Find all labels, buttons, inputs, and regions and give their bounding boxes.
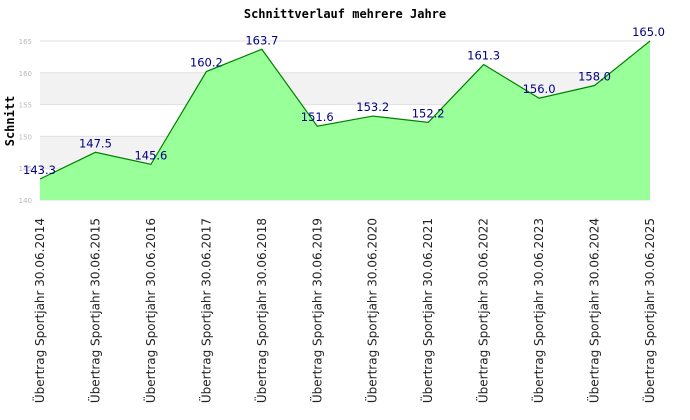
y-ticks: 140 145 150 155 160 165 <box>19 38 32 205</box>
series-area <box>40 41 650 200</box>
data-label: 163.7 <box>245 33 278 47</box>
data-label: 145.6 <box>134 148 167 162</box>
data-label: 143.3 <box>23 163 56 177</box>
background-band <box>40 41 650 73</box>
data-label: 147.5 <box>79 136 112 150</box>
y-axis-label: Schnitt <box>3 96 17 147</box>
data-label: 165.0 <box>632 25 665 39</box>
x-tick-label: Übertrag Sportjahr 30.06.2015 <box>86 218 102 403</box>
x-tick-label: Übertrag Sportjahr 30.06.2023 <box>530 218 546 403</box>
y-tick-label: 155 <box>19 102 32 110</box>
y-tick-label: 165 <box>19 38 32 46</box>
area-layer <box>39 40 651 200</box>
x-tick-label: Übertrag Sportjahr 30.06.2017 <box>197 218 213 403</box>
series-line <box>39 40 651 180</box>
x-tick-label: Übertrag Sportjahr 30.06.2014 <box>31 218 47 403</box>
data-label: 152.2 <box>412 106 445 120</box>
y-tick-label: 145 <box>19 165 32 173</box>
x-tick-label: Übertrag Sportjahr 30.06.2022 <box>475 218 491 403</box>
y-tick-label: 150 <box>19 133 32 141</box>
data-label: 160.2 <box>190 56 223 70</box>
data-label: 156.0 <box>523 82 556 96</box>
data-label: 153.2 <box>356 100 389 114</box>
x-ticks: Übertrag Sportjahr 30.06.2014 Übertrag Sp… <box>31 218 657 403</box>
data-labels: 143.3 147.5 145.6 160.2 163.7 151.6 153.2 152.2… <box>23 25 665 177</box>
data-label: 161.3 <box>467 49 500 63</box>
x-tick-label: Übertrag Sportjahr 30.06.2016 <box>142 218 158 403</box>
x-tick-label: Übertrag Sportjahr 30.06.2019 <box>308 218 324 403</box>
data-label: 158.0 <box>578 70 611 84</box>
x-tick-label: Übertrag Sportjahr 30.06.2025 <box>641 218 657 403</box>
x-tick-label: Übertrag Sportjahr 30.06.2021 <box>419 218 435 403</box>
x-tick-label: Übertrag Sportjahr 30.06.2024 <box>586 218 602 403</box>
data-label: 151.6 <box>301 110 334 124</box>
x-tick-label: Übertrag Sportjahr 30.06.2020 <box>364 218 380 403</box>
y-tick-label: 140 <box>19 197 32 205</box>
x-tick-label: Übertrag Sportjahr 30.06.2018 <box>253 218 269 403</box>
chart-title: Schnittverlauf mehrere Jahre <box>244 7 446 21</box>
y-tick-label: 160 <box>19 70 32 78</box>
